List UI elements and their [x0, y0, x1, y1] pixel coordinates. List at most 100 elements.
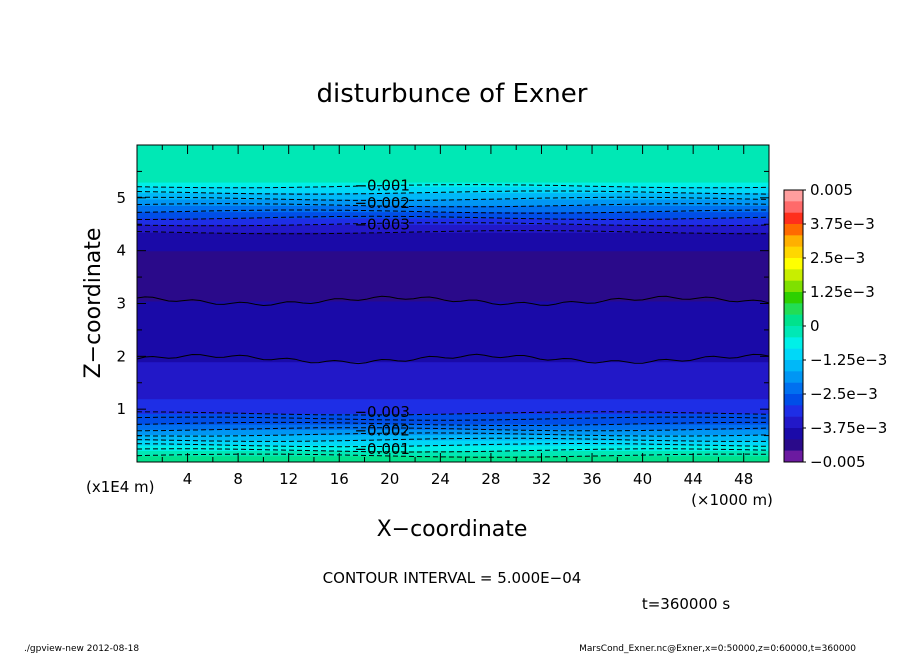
contour-line [137, 295, 769, 307]
color-band [137, 205, 769, 213]
contour-line [137, 437, 769, 442]
x-axis-label: X−coordinate [377, 517, 528, 542]
x-tick-label: 28 [481, 470, 500, 488]
contour-line [137, 222, 769, 227]
contour-line [137, 196, 769, 201]
contour-label: −0.002 [354, 194, 410, 212]
colorbar-swatch [784, 439, 803, 451]
contour-label: −0.003 [354, 215, 410, 233]
colorbar-swatch [784, 258, 803, 270]
x-tick-label: 20 [380, 470, 399, 488]
colorbar-swatch [784, 246, 803, 259]
contour-label: −0.001 [354, 440, 410, 458]
x-tick-label: 48 [734, 470, 753, 488]
contour-line [137, 411, 769, 416]
contour-label: −0.002 [354, 421, 410, 439]
y-tick-label: 2 [116, 347, 126, 365]
colorbar-swatch [784, 303, 803, 315]
colorbar-label: −1.25e−3 [810, 351, 887, 369]
contour-line [137, 230, 769, 235]
colorbar-label: 1.25e−3 [810, 283, 875, 301]
color-band [137, 398, 769, 414]
color-bands [137, 145, 769, 462]
contour-label: −0.001 [354, 177, 410, 195]
colorbar [783, 189, 804, 463]
color-band [137, 450, 769, 457]
colorbar-label: 0.005 [810, 181, 853, 199]
footer-left-note: ./gpview-new 2012-08-18 [24, 644, 139, 654]
colorbar-swatch [784, 326, 803, 338]
contour-label: −0.003 [354, 403, 410, 421]
color-band [137, 429, 769, 436]
colorbar-swatch [784, 394, 803, 406]
contour-lines [137, 184, 769, 458]
colorbar-label: 0 [810, 317, 820, 335]
color-band [137, 186, 769, 194]
x-tick-label: 36 [582, 470, 601, 488]
colorbar-label: 3.75e−3 [810, 215, 875, 233]
colorbar-swatch [784, 371, 803, 383]
colorbar-swatch [784, 428, 803, 440]
contour-line [137, 203, 769, 208]
color-band [137, 361, 769, 400]
colorbar-label: −0.005 [810, 453, 866, 471]
color-band [137, 198, 769, 206]
contour-line [137, 190, 769, 195]
color-band [137, 300, 769, 363]
footer-right-note: MarsCond_Exner.nc@Exner,x=0:50000,z=0:60… [579, 644, 856, 654]
color-band [137, 224, 769, 233]
contour-line [137, 427, 769, 432]
contour-line [137, 443, 769, 448]
color-band [137, 232, 769, 252]
x-tick-label: 4 [183, 470, 193, 488]
color-band [137, 211, 769, 219]
contour-line [137, 421, 769, 426]
x-tick-label: 32 [532, 470, 551, 488]
color-band [137, 439, 769, 446]
colorbar-swatch [784, 382, 803, 395]
x-tick-label: 12 [279, 470, 298, 488]
contour-line [137, 215, 769, 220]
y-tick-label: 3 [116, 295, 126, 313]
color-band [137, 455, 769, 462]
y-tick-label: 4 [116, 242, 126, 260]
y-axis-label: Z−coordinate [81, 228, 106, 379]
colorbar-swatch [784, 224, 803, 236]
colorbar-swatch [784, 190, 803, 202]
x-unit-label: (×1000 m) [691, 491, 773, 509]
color-band [137, 423, 769, 430]
color-band [137, 217, 769, 225]
colorbar-swatch [784, 337, 803, 349]
x-tick-label: 44 [684, 470, 703, 488]
y-tick-label: 1 [116, 400, 126, 418]
color-band [137, 413, 769, 420]
colorbar-label: −2.5e−3 [810, 385, 878, 403]
contour-interval-text: CONTOUR INTERVAL = 5.000E−04 [323, 569, 582, 587]
contour-line [137, 353, 769, 365]
x-tick-label: 16 [330, 470, 349, 488]
contour-line [137, 453, 769, 458]
color-band [137, 250, 769, 302]
colorbar-swatch [784, 314, 803, 327]
colorbar-swatch [784, 235, 803, 247]
contour-line [137, 209, 769, 214]
colorbar-swatch [784, 269, 803, 281]
color-band [137, 434, 769, 441]
colorbar-swatch [784, 212, 803, 225]
color-band [137, 445, 769, 451]
colorbar-swatch [784, 348, 803, 361]
colorbar-swatch [784, 416, 803, 429]
colorbar-swatch [784, 405, 803, 417]
x-tick-label: 40 [633, 470, 652, 488]
colorbar-label: −3.75e−3 [810, 419, 887, 437]
contour-line [137, 416, 769, 421]
contour-line [137, 184, 769, 189]
contour-line [137, 432, 769, 437]
colorbar-label: 2.5e−3 [810, 249, 865, 267]
color-band [137, 192, 769, 200]
contour-labels: −0.001−0.002−0.003−0.003−0.002−0.001 [354, 177, 410, 458]
time-label: t=360000 s [642, 595, 730, 613]
x-tick-label: 8 [233, 470, 243, 488]
y-unit-label: (x1E4 m) [86, 478, 155, 496]
